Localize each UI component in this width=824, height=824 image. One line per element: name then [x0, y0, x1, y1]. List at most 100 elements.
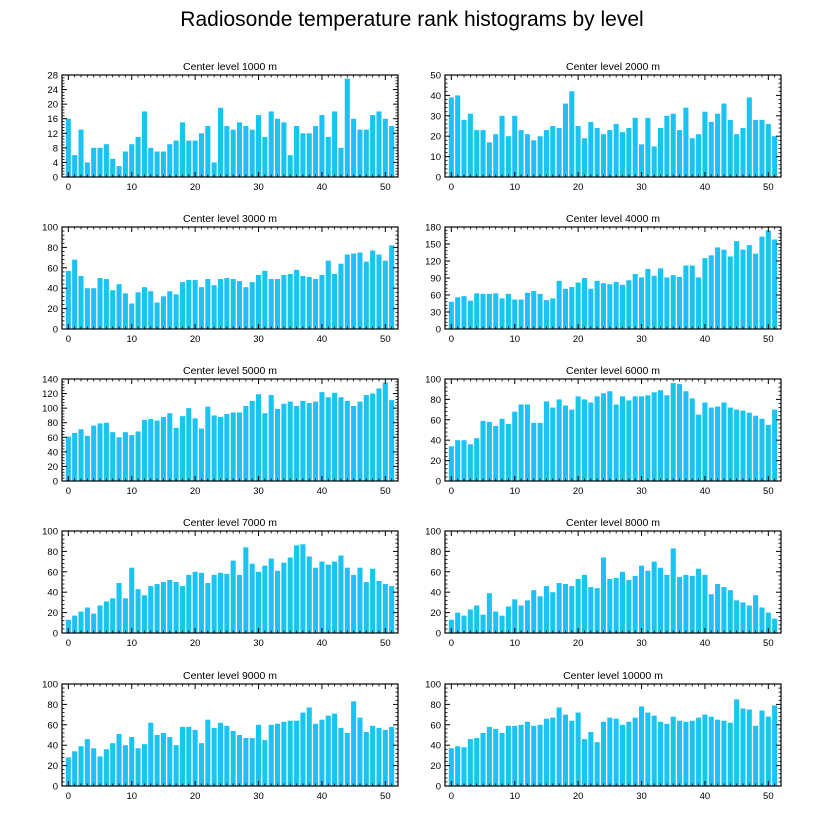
x-tick-label: 30 [253, 791, 264, 802]
x-tick-label: 0 [66, 334, 71, 345]
histogram-bar [658, 128, 664, 177]
x-tick-label: 10 [509, 334, 520, 345]
histogram-bar [543, 401, 549, 481]
histogram-bar [664, 277, 670, 329]
histogram-bar [613, 718, 619, 786]
y-tick-label: 80 [47, 700, 58, 711]
histogram-bar [313, 401, 319, 481]
histogram-bar [319, 274, 325, 329]
histogram-bar [702, 402, 708, 481]
histogram-bar [382, 584, 388, 633]
histogram-bar [84, 435, 90, 481]
histogram-bar [581, 574, 588, 633]
histogram-bar [626, 721, 632, 786]
histogram-bar [351, 253, 357, 329]
histogram-bar [651, 561, 657, 633]
histogram-bar [338, 555, 344, 633]
histogram-bar [116, 733, 122, 786]
histogram-bar [575, 126, 581, 177]
y-tick-label: 150 [425, 240, 441, 251]
x-tick-label: 40 [317, 334, 328, 345]
histogram-bar [122, 151, 128, 177]
histogram-bar [499, 615, 505, 633]
histogram-bar [455, 612, 461, 633]
histogram-bar [696, 414, 702, 481]
histogram-bar [448, 619, 454, 633]
x-tick-label: 20 [190, 182, 201, 193]
histogram-bar [696, 277, 702, 329]
histogram-bar [531, 590, 537, 633]
x-tick-label: 50 [763, 486, 774, 497]
histogram-bar [575, 396, 581, 481]
histogram-bar [306, 276, 312, 329]
y-tick-label: 0 [436, 173, 441, 184]
x-tick-label: 10 [126, 486, 137, 497]
histogram-bar [518, 605, 524, 633]
x-tick-label: 30 [636, 334, 647, 345]
histogram-bar [740, 602, 746, 633]
histogram-bar [531, 422, 537, 481]
histogram-bar [670, 548, 676, 633]
histogram-bar [262, 740, 268, 786]
panel-1: Center level 1000 m 0 10 20 30 40 50 0 4 8 12 16 20 2… [47, 61, 399, 193]
histogram-bar [467, 113, 473, 177]
y-tick-label: 100 [42, 223, 58, 234]
histogram-bar [562, 714, 568, 786]
plot-frame [61, 378, 399, 482]
histogram-bar [658, 268, 664, 329]
histogram-bar [357, 252, 363, 329]
histogram-bar [581, 739, 588, 786]
histogram-bar [550, 298, 556, 329]
histogram-bar [461, 296, 467, 329]
histogram-bar [499, 298, 505, 329]
histogram-bar [740, 410, 746, 481]
histogram-bar [135, 748, 141, 786]
panel-title: Center level 6000 m [566, 365, 660, 377]
histogram-bar [389, 126, 395, 177]
histogram-bar [268, 111, 274, 177]
histogram-bar [78, 129, 84, 177]
histogram-bar [382, 118, 388, 177]
histogram-bar [230, 730, 236, 786]
histogram-bar [243, 287, 249, 329]
histogram-bar [319, 115, 325, 177]
y-tick-label: 0 [436, 477, 441, 488]
x-tick-label: 20 [573, 638, 584, 649]
histogram-bar [651, 715, 657, 786]
plot-frame [444, 378, 782, 482]
histogram-bar [632, 396, 638, 481]
histogram-bar [448, 301, 454, 329]
histogram-bar [638, 396, 645, 481]
histogram-bar [268, 724, 274, 786]
histogram-bar [275, 408, 281, 481]
histogram-bar [524, 134, 530, 177]
x-tick-label: 40 [700, 638, 711, 649]
histogram-bar [205, 126, 211, 177]
histogram-bar [746, 245, 752, 329]
histogram-bar [332, 713, 338, 786]
y-tick-label: 80 [430, 395, 441, 406]
x-tick-label: 0 [449, 334, 454, 345]
histogram-bar [619, 396, 626, 481]
histogram-bar [638, 277, 645, 329]
histogram-bar [512, 411, 518, 481]
histogram-bar [651, 392, 657, 481]
histogram-bar [619, 284, 626, 329]
histogram-bar [746, 605, 752, 633]
y-tick-label: 24 [47, 85, 58, 96]
panel-title: Center level 2000 m [566, 61, 660, 73]
histogram-bar [306, 133, 312, 177]
histogram-bar [217, 279, 224, 329]
histogram-bar [186, 280, 192, 329]
histogram-bar [448, 446, 454, 481]
histogram-bar [357, 717, 363, 786]
histogram-bar [224, 126, 230, 177]
histogram-bar [708, 121, 714, 177]
histogram-bar [198, 572, 205, 633]
histogram-bar [135, 589, 141, 633]
histogram-bar [632, 717, 638, 786]
y-tick-label: 40 [430, 741, 441, 752]
histogram-bar [613, 577, 619, 633]
histogram-bar [148, 291, 154, 329]
